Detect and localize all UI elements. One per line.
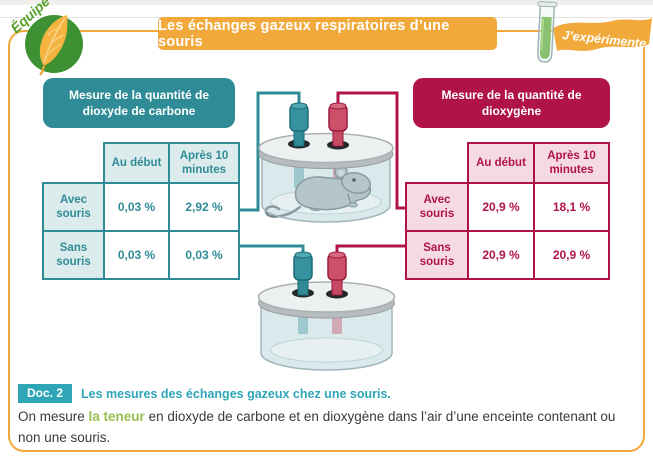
description-prefix: On mesure — [18, 409, 89, 424]
co2-probe-inner-stem — [294, 158, 304, 188]
o2-row-label-with-mouse: Avec souris — [405, 182, 469, 232]
jar-with-mouse — [258, 102, 394, 223]
mouse-illustration — [264, 165, 372, 218]
description-highlight: la teneur — [88, 409, 145, 424]
caption-title: Les mesures des échanges gazeux chez une… — [81, 386, 391, 401]
tube-glass — [537, 4, 556, 63]
o2-measure-label: Mesure de la quantité de dioxygène — [413, 78, 610, 128]
o2-row-label-without-mouse: Sans souris — [405, 230, 469, 280]
co2-col-header-after: Après 10 minutes — [168, 142, 240, 184]
figure-description: On mesure la teneur en dioxyde de carbon… — [18, 407, 636, 449]
empty-corner-cell — [406, 143, 468, 183]
co2-wire-bottom-jar — [237, 244, 305, 256]
co2-row-label-without-mouse: Sans souris — [42, 230, 105, 280]
o2-col-header-start: Au début — [467, 142, 535, 184]
o2-probe-bottom — [327, 251, 347, 296]
co2-row-label-with-mouse: Avec souris — [42, 182, 105, 232]
co2-probe-inner-stem — [298, 308, 308, 334]
activity-flag: J’expérimente — [549, 12, 653, 67]
o2-value-with-start: 20,9 % — [467, 182, 535, 232]
empty-jar — [257, 251, 396, 371]
description-suffix: en dioxyde de carbone et en dioxygène da… — [18, 409, 616, 445]
page-top-strip — [0, 0, 653, 5]
o2-probe-inner-stem — [332, 308, 342, 334]
o2-wire-bottom-jar — [335, 244, 406, 256]
co2-probe-top — [289, 102, 309, 147]
co2-value-with-start: 0,03 % — [103, 182, 170, 232]
table-row: Avec souris 20,9 % 18,1 % — [405, 182, 610, 232]
o2-value-with-after: 18,1 % — [533, 182, 610, 232]
table-row: Avec souris 0,03 % 2,92 % — [42, 182, 240, 232]
o2-wire-top-jar — [336, 91, 406, 210]
table-row: Sans souris 0,03 % 0,03 % — [42, 230, 240, 280]
o2-measure-text: Mesure de la quantité de dioxygène — [441, 87, 582, 118]
table-row: Sans souris 20,9 % 20,9 % — [405, 230, 610, 280]
test-tube-icon — [534, 1, 562, 74]
co2-probe-bottom — [293, 251, 313, 296]
o2-table: Au début Après 10 minutes Avec souris 20… — [405, 142, 610, 280]
o2-col-header-after: Après 10 minutes — [533, 142, 610, 184]
doc-number-badge: Doc. 2 — [18, 384, 73, 403]
co2-measure-text: Mesure de la quantité de dioxyde de carb… — [68, 87, 210, 118]
title-banner: Les échanges gazeux respiratoires d’une … — [158, 17, 497, 50]
mouse-head — [340, 171, 372, 195]
co2-value-without-after: 0,03 % — [168, 230, 240, 280]
co2-col-header-start: Au début — [103, 142, 170, 184]
tube-rim — [537, 1, 558, 8]
jar-lid — [258, 132, 394, 164]
figure-caption: Doc. 2 Les mesures des échanges gazeux c… — [18, 384, 391, 403]
o2-value-without-after: 20,9 % — [533, 230, 610, 280]
jar-lid — [257, 281, 396, 313]
co2-table: Au début Après 10 minutes Avec souris 0,… — [42, 142, 240, 280]
team-logo: Équipe — [4, 0, 104, 85]
empty-corner-cell — [43, 143, 104, 183]
o2-probe-top — [328, 102, 348, 147]
co2-wire-top-jar — [237, 91, 301, 212]
page-title: Les échanges gazeux respiratoires d’une … — [158, 17, 450, 50]
mouse-tail — [264, 205, 302, 218]
mouse-eye — [352, 178, 356, 182]
leaf-icon — [39, 15, 68, 76]
flag-ribbon: J’expérimente — [553, 18, 652, 51]
o2-value-without-start: 20,9 % — [467, 230, 535, 280]
co2-value-with-after: 2,92 % — [168, 182, 240, 232]
co2-measure-label: Mesure de la quantité de dioxyde de carb… — [43, 78, 235, 128]
co2-value-without-start: 0,03 % — [103, 230, 170, 280]
